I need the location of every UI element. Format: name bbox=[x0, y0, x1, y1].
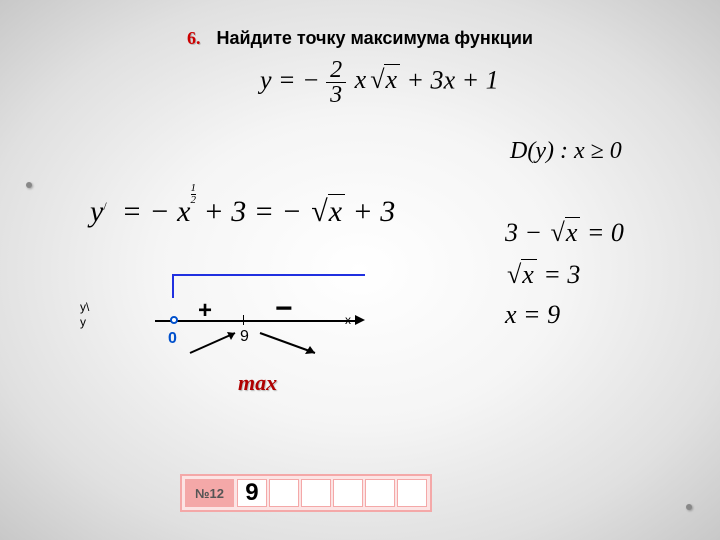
answer-cell bbox=[365, 479, 395, 507]
answer-box: №12 9 bbox=[180, 474, 432, 512]
solve-step-1: 3 − x = 0 bbox=[505, 218, 624, 248]
arrow-up-icon bbox=[185, 328, 245, 358]
answer-cell bbox=[333, 479, 363, 507]
arrow-down-icon bbox=[255, 328, 325, 358]
axis-line bbox=[155, 320, 360, 322]
sign-plus: + bbox=[198, 297, 212, 325]
answer-cell: 9 bbox=[237, 479, 267, 507]
label-zero: 0 bbox=[168, 330, 177, 348]
tick-nine bbox=[243, 315, 244, 325]
solve-step-3: x = 9 bbox=[505, 300, 560, 330]
answer-label: №12 bbox=[185, 479, 234, 507]
main-equation: y = − 23 xx + 3x + 1 bbox=[260, 58, 499, 107]
decorative-dot bbox=[686, 504, 692, 510]
answer-cell bbox=[397, 479, 427, 507]
derivative-equation: y/ = − x12 + 3 = − x + 3 bbox=[90, 195, 395, 229]
tick-zero bbox=[170, 316, 178, 324]
answer-cell bbox=[301, 479, 331, 507]
decorative-dot bbox=[26, 182, 32, 188]
axis-arrow-icon bbox=[355, 315, 367, 327]
domain-equation: D(y) : x ≥ 0 bbox=[510, 138, 622, 165]
axis-label-y: y bbox=[80, 315, 86, 329]
title-row: 6. Найдите точку максимума функции bbox=[0, 28, 720, 49]
axis-label-yprime: y\ bbox=[80, 300, 89, 314]
max-label: max bbox=[238, 370, 277, 396]
axis-label-x: x bbox=[345, 313, 351, 327]
curve-line bbox=[165, 270, 375, 300]
solve-step-2: x = 3 bbox=[505, 260, 580, 290]
problem-number: 6. bbox=[187, 28, 201, 48]
sign-diagram: y\ y x 0 9 + − bbox=[80, 280, 380, 390]
problem-title: Найдите точку максимума функции bbox=[217, 28, 533, 48]
answer-cell bbox=[269, 479, 299, 507]
